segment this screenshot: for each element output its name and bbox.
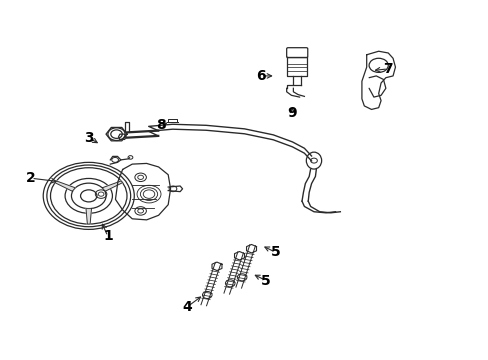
Text: 5: 5 bbox=[261, 274, 270, 288]
Polygon shape bbox=[102, 181, 122, 191]
Text: 9: 9 bbox=[287, 106, 297, 120]
Text: 5: 5 bbox=[270, 245, 280, 259]
Polygon shape bbox=[86, 208, 91, 224]
Text: 6: 6 bbox=[256, 69, 265, 83]
Polygon shape bbox=[55, 181, 75, 191]
Text: 1: 1 bbox=[103, 229, 113, 243]
Text: 2: 2 bbox=[26, 171, 36, 185]
Text: 4: 4 bbox=[182, 300, 191, 314]
Text: 8: 8 bbox=[156, 118, 165, 132]
Text: 3: 3 bbox=[84, 131, 93, 145]
Text: 7: 7 bbox=[383, 62, 392, 76]
